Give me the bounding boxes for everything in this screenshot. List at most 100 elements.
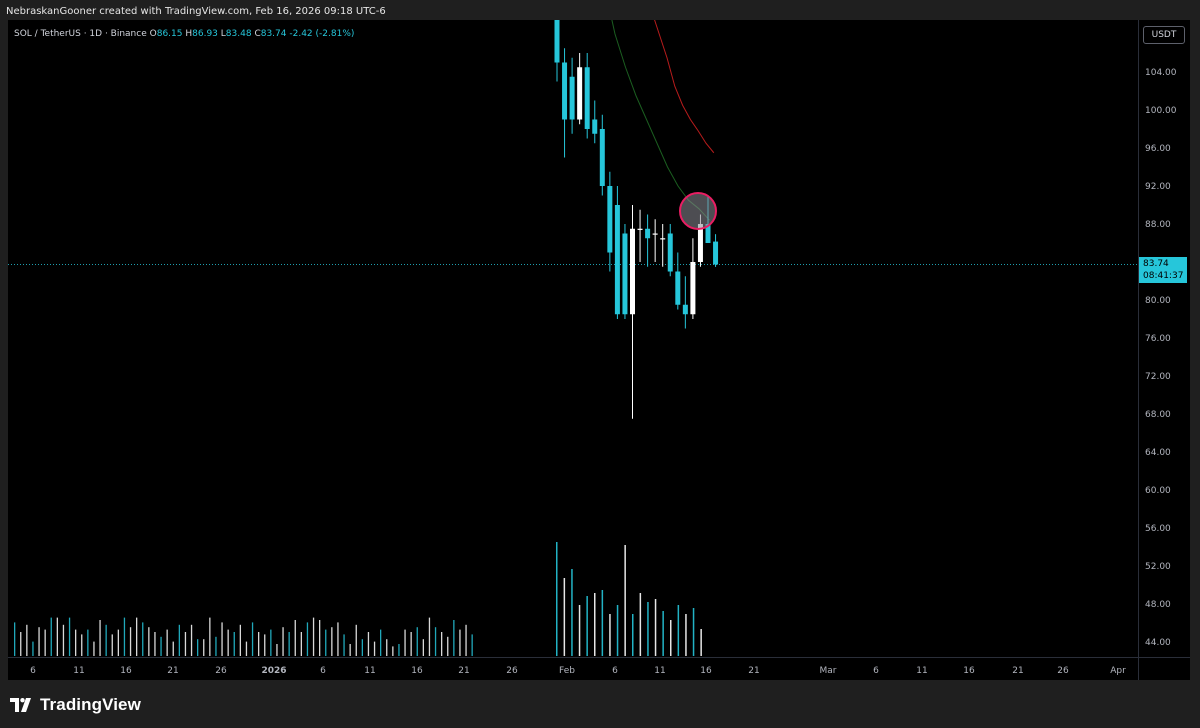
volume-bar	[209, 617, 211, 656]
volume-bar	[178, 624, 180, 656]
volume-bar	[270, 629, 272, 656]
volume-bar	[677, 605, 680, 656]
price-tick-label: 104.00	[1145, 68, 1177, 78]
price-tick-label: 52.00	[1145, 562, 1171, 572]
volume-bar	[197, 639, 199, 656]
volume-bar	[87, 629, 89, 656]
volume-bar	[624, 545, 626, 656]
brand[interactable]: TradingView	[10, 694, 141, 716]
volume-bar	[38, 627, 40, 656]
volume-bar	[392, 646, 394, 656]
time-scale[interactable]: 6 11 16 21 26 2026 6 11 16 21 26 Feb 6 11 16 21 Mar 6 11 16…	[8, 657, 1138, 680]
volume-bar	[75, 629, 77, 656]
volume-bar	[190, 624, 193, 656]
volume-bar	[56, 617, 58, 656]
candle-body	[599, 129, 605, 186]
volume-bar	[14, 622, 16, 656]
time-axis: 6 11 16 21 26 2026 6 11 16 21 26 Feb 6 11 16 21 Mar 6 11 16…	[30, 666, 1126, 676]
candle-body	[562, 62, 568, 120]
time-tick-label: Feb	[559, 666, 575, 676]
volume-bar	[258, 632, 260, 656]
volume-bar	[654, 599, 657, 656]
volume-bar	[245, 641, 248, 656]
candle-body	[637, 228, 643, 230]
volume-bar	[81, 634, 83, 656]
volume-bar	[373, 641, 376, 656]
candle-body	[697, 224, 703, 262]
volume-bar	[166, 629, 168, 656]
volume-bar	[26, 624, 28, 656]
candle-body	[713, 241, 719, 265]
volume-bar	[312, 617, 315, 656]
candle-body	[690, 262, 696, 315]
price-scale[interactable]: 104.00100.0096.0092.0088.0084.0080.0076.…	[1138, 20, 1190, 657]
bar-countdown: 08:41:37	[1143, 271, 1184, 281]
time-tick-label: 26	[1057, 666, 1069, 676]
volume-bar	[221, 622, 223, 656]
symbol-label[interactable]: SOL / TetherUS · 1D · Binance	[14, 29, 147, 39]
volume-bar	[616, 605, 619, 656]
volume-bar	[203, 639, 205, 656]
price-tick-label: 80.00	[1145, 296, 1171, 306]
volume-bar	[215, 636, 217, 656]
volume-bar	[294, 620, 296, 656]
volume-bar	[264, 634, 266, 656]
candle-body	[630, 228, 635, 315]
time-tick-label: Apr	[1110, 666, 1126, 676]
price-tick-label: 92.00	[1145, 182, 1171, 192]
candle-body	[614, 205, 620, 315]
time-tick-label: 26	[215, 666, 227, 676]
volume-bar	[282, 627, 284, 656]
volume-bar	[172, 641, 174, 656]
volume-bar	[609, 614, 611, 656]
volume-bar	[434, 627, 437, 656]
time-tick-label: Mar	[820, 666, 837, 676]
volume-bar	[337, 622, 339, 656]
time-tick-label: 6	[612, 666, 618, 676]
volume-bar	[465, 624, 467, 656]
volume-bar	[692, 608, 695, 656]
volume-bar	[563, 578, 566, 656]
price-tick-label: 68.00	[1145, 410, 1171, 420]
candle-body	[645, 228, 651, 239]
volume-bar	[639, 593, 642, 656]
candle-body	[569, 76, 575, 120]
publish-credit: NebraskanGooner created with TradingView…	[6, 6, 386, 17]
candle-body	[592, 119, 598, 134]
volume-bar	[251, 622, 254, 656]
volume-bar	[355, 624, 357, 656]
low-value: 83.48	[225, 29, 252, 39]
candle-body	[607, 186, 613, 253]
volume-bar	[647, 602, 649, 656]
time-tick-label: 11	[654, 666, 665, 676]
price-tick-label: 76.00	[1145, 334, 1171, 344]
time-tick-label: 21	[748, 666, 759, 676]
volume-bar	[154, 632, 156, 656]
candle-body	[652, 233, 658, 235]
chart-pane[interactable]	[8, 20, 1138, 657]
volume-bar	[325, 629, 327, 656]
volume-bar	[148, 627, 150, 656]
time-tick-label: 16	[120, 666, 132, 676]
low-label: L	[220, 29, 226, 39]
symbol-legend[interactable]: SOL / TetherUS · 1D · Binance O86.15 H86…	[14, 28, 354, 40]
price-tick-label: 48.00	[1145, 600, 1171, 610]
volume-bar	[404, 629, 406, 656]
candle-body	[705, 224, 711, 243]
volume-bar	[361, 639, 363, 656]
volume-bar	[441, 632, 443, 656]
volume-bar	[276, 644, 278, 656]
currency-button[interactable]: USDT	[1143, 26, 1185, 44]
candle-body	[554, 20, 560, 63]
volume-bar	[331, 627, 333, 656]
volume-bar	[380, 629, 382, 656]
candle-body	[622, 233, 628, 315]
volume-bar	[184, 632, 187, 656]
volume-bar	[586, 596, 588, 656]
time-tick-label: 6	[873, 666, 879, 676]
volume-bar	[306, 622, 309, 656]
time-tick-label: 11	[916, 666, 927, 676]
volume-bar	[44, 629, 46, 656]
candlestick-chart[interactable]	[8, 20, 1138, 657]
volume-bar	[662, 611, 664, 656]
